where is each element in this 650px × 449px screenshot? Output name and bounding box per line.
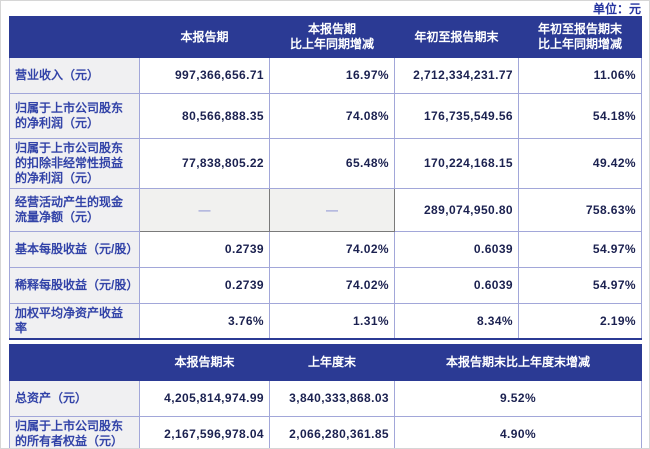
header-period-end: 本报告期末 (139, 344, 270, 381)
cell-value: 2,066,280,361.85 (269, 416, 395, 448)
cell-value: 54.97% (518, 267, 642, 304)
cell-value: 49.42% (518, 138, 642, 189)
cell-value: 74.08% (269, 93, 395, 139)
row-label: 归属于上市公司股东的净利润（元） (9, 93, 140, 139)
cell-value: 54.97% (518, 231, 642, 268)
row-label: 稀释每股收益（元/股） (9, 267, 140, 304)
header-empty (9, 344, 140, 381)
cell-value: 176,735,549.56 (394, 93, 519, 139)
cell-value: 0.2739 (139, 231, 270, 268)
cell-value: 3.76% (139, 303, 270, 340)
quarterly-results-table: 本报告期 本报告期 比上年同期增减 年初至报告期末 年初至报告期末 比上年同期增… (9, 16, 642, 340)
cell-value: 4,205,814,974.99 (139, 380, 270, 417)
header-period-end-change: 本报告期末比上年度末增减 (394, 344, 642, 381)
table-row: 归属于上市公司股东的扣除非经常性损益的净利润（元） 77,838,805.22 … (9, 138, 642, 189)
table-header-row: 本报告期 本报告期 比上年同期增减 年初至报告期末 年初至报告期末 比上年同期增… (9, 16, 642, 58)
row-label: 营业收入（元） (9, 57, 140, 94)
cell-value: 289,074,950.80 (394, 188, 519, 232)
cell-value: 758.63% (518, 188, 642, 232)
cell-value: 3,840,333,868.03 (269, 380, 395, 417)
row-label: 基本每股收益（元/股） (9, 231, 140, 268)
cell-value: 77,838,805.22 (139, 138, 270, 189)
cell-not-applicable: — (269, 188, 395, 232)
table-header-row: 本报告期末 上年度末 本报告期末比上年度末增减 (9, 344, 642, 381)
table-row: 归属于上市公司股东的所有者权益（元） 2,167,596,978.04 2,06… (9, 416, 642, 448)
table-row: 营业收入（元） 997,366,656.71 16.97% 2,712,334,… (9, 57, 642, 94)
table-row: 加权平均净资产收益率 3.76% 1.31% 8.34% 2.19% (9, 303, 642, 340)
cell-value: 170,224,168.15 (394, 138, 519, 189)
table-row: 稀释每股收益（元/股） 0.2739 74.02% 0.6039 54.97% (9, 267, 642, 304)
cell-value: 997,366,656.71 (139, 57, 270, 94)
cell-value: 2,167,596,978.04 (139, 416, 270, 448)
table-row: 归属于上市公司股东的净利润（元） 80,566,888.35 74.08% 17… (9, 93, 642, 139)
table-row: 经营活动产生的现金流量净额（元） — — 289,074,950.80 758.… (9, 188, 642, 232)
row-label: 归属于上市公司股东的所有者权益（元） (9, 416, 140, 448)
unit-label: 单位：元 (592, 2, 641, 16)
cell-value: 2.19% (518, 303, 642, 340)
row-label: 总资产（元） (9, 380, 140, 417)
cell-value: 9.52% (394, 380, 642, 417)
header-empty (9, 16, 140, 58)
row-label: 经营活动产生的现金流量净额（元） (9, 188, 140, 232)
cell-value: 16.97% (269, 57, 395, 94)
cell-value: 11.06% (518, 57, 642, 94)
cell-value: 74.02% (269, 231, 395, 268)
header-prior-year-end: 上年度末 (269, 344, 395, 381)
table-row: 基本每股收益（元/股） 0.2739 74.02% 0.6039 54.97% (9, 231, 642, 268)
cell-value: 1.31% (269, 303, 395, 340)
cell-value: 0.2739 (139, 267, 270, 304)
cell-value: 74.02% (269, 267, 395, 304)
header-current-period-change: 本报告期 比上年同期增减 (269, 16, 395, 58)
header-current-period: 本报告期 (139, 16, 270, 58)
cell-value: 0.6039 (394, 231, 519, 268)
cell-value: 0.6039 (394, 267, 519, 304)
row-label: 加权平均净资产收益率 (9, 303, 140, 340)
header-ytd-change: 年初至报告期末 比上年同期增减 (518, 16, 642, 58)
cell-value: 65.48% (269, 138, 395, 189)
row-label: 归属于上市公司股东的扣除非经常性损益的净利润（元） (9, 138, 140, 189)
header-ytd: 年初至报告期末 (394, 16, 519, 58)
cell-value: 80,566,888.35 (139, 93, 270, 139)
balance-sheet-table: 本报告期末 上年度末 本报告期末比上年度末增减 总资产（元） 4,205,814… (9, 344, 642, 448)
table-row: 总资产（元） 4,205,814,974.99 3,840,333,868.03… (9, 380, 642, 417)
cell-not-applicable: — (139, 188, 270, 232)
cell-value: 8.34% (394, 303, 519, 340)
cell-value: 4.90% (394, 416, 642, 448)
cell-value: 54.18% (518, 93, 642, 139)
cell-value: 2,712,334,231.77 (394, 57, 519, 94)
